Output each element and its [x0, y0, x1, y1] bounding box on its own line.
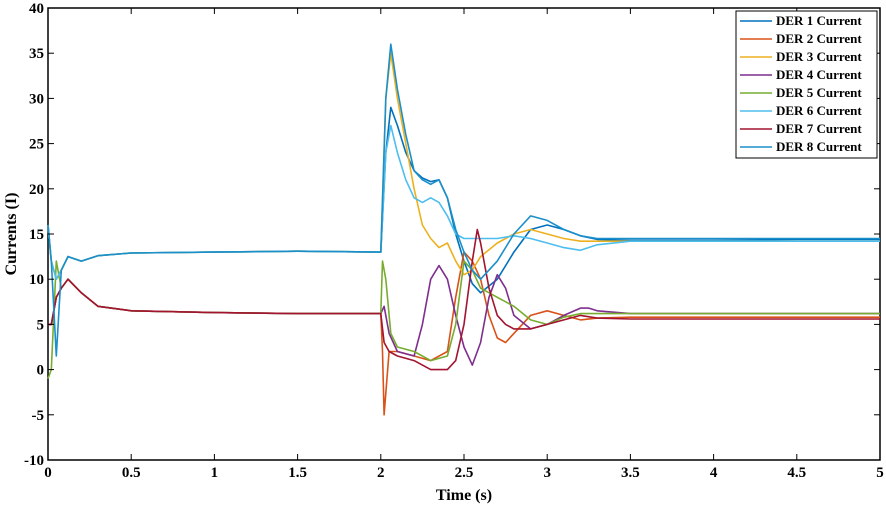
series-line-7 — [48, 228, 880, 371]
y-axis-label: Currents (I) — [3, 193, 20, 276]
y-tick-label: -10 — [24, 453, 44, 469]
y-tick-label: 15 — [29, 227, 44, 243]
series-layer — [47, 43, 880, 416]
legend-label-4: DER 4 Current — [776, 67, 862, 82]
y-tick-label: 40 — [29, 1, 44, 17]
legend: DER 1 Current DER 2 Current DER 3 Current D… — [735, 10, 878, 159]
y-tick-label: 10 — [29, 272, 44, 288]
x-tick-label: 0 — [44, 465, 52, 481]
legend-label-8: DER 8 Current — [776, 139, 862, 154]
ticks-layer: 0 0.5 1 1.5 2 2.5 3 3.5 4 4.5 5 -10 -5 0 5 10 15 20 25 30 35… — [24, 1, 884, 481]
legend-label-3: DER 3 Current — [776, 49, 862, 64]
x-tick-label: 1 — [211, 465, 219, 481]
x-tick-label: 2 — [377, 465, 385, 481]
x-tick-label: 2.5 — [455, 465, 474, 481]
x-tick-label: 5 — [876, 465, 884, 481]
y-tick-label: 30 — [29, 91, 44, 107]
legend-label-6: DER 6 Current — [776, 103, 862, 118]
x-tick-label: 3 — [543, 465, 551, 481]
y-tick-label: 25 — [29, 137, 44, 153]
y-tick-label: 35 — [29, 46, 44, 62]
x-axis-label: Time (s) — [436, 487, 492, 504]
x-tick-label: 4.5 — [787, 465, 806, 481]
legend-label-1: DER 1 Current — [776, 13, 862, 28]
y-tick-label: -5 — [32, 408, 45, 424]
y-tick-label: 20 — [29, 182, 44, 198]
legend-box — [735, 10, 878, 159]
y-tick-label: 5 — [37, 317, 45, 333]
x-tick-label: 0.5 — [122, 465, 141, 481]
x-tick-label: 4 — [710, 465, 718, 481]
legend-label-7: DER 7 Current — [776, 121, 862, 136]
y-tick-label: 0 — [37, 363, 45, 379]
series-line-8 — [47, 43, 880, 357]
x-tick-label: 1.5 — [288, 465, 307, 481]
legend-label-2: DER 2 Current — [776, 31, 862, 46]
legend-label-5: DER 5 Current — [776, 85, 862, 100]
x-tick-label: 3.5 — [621, 465, 640, 481]
